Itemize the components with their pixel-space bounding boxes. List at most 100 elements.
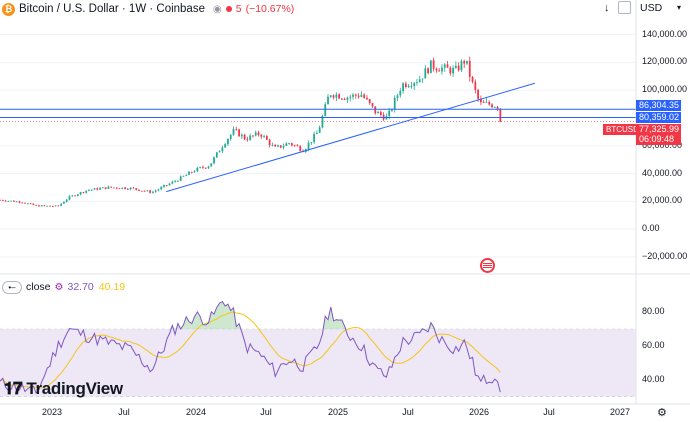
candle [235,129,238,130]
candle [488,101,491,105]
rsi-value: 32.70 [67,281,94,293]
candle [38,205,40,207]
candle [441,67,443,72]
candle [260,134,263,137]
candle [199,167,202,168]
candle [113,187,115,189]
candle [354,94,357,96]
eye-icon[interactable]: ◉ [212,3,222,15]
indicator-name[interactable]: close [26,281,51,293]
rsi-line [0,301,501,394]
time-axis[interactable]: 2023 Jul 2024 Jul 2025 Jul 2026 Jul 2027 [0,404,636,422]
candle [491,104,493,108]
candle [493,107,496,108]
candle [190,171,193,173]
candle [499,109,502,122]
candle [157,189,160,191]
candle [0,199,1,201]
candle [71,195,74,197]
candle [224,144,227,148]
candle [96,188,99,190]
candle [26,203,29,205]
candle [279,145,282,148]
candle [391,109,393,111]
candle [63,201,65,204]
rsi-ma-line [0,311,501,389]
candle [460,61,463,71]
candle [40,205,43,207]
candle [388,110,391,117]
candle [165,185,168,186]
candle [107,186,110,189]
candle [310,141,313,143]
candle [285,143,288,146]
candle [177,180,179,182]
candles [0,56,502,207]
countdown-tag: 06:09:48 [636,134,681,145]
candle [418,79,421,83]
candle [4,200,7,202]
candle [371,103,374,107]
candle [46,205,49,207]
candle [126,188,129,190]
candle [51,206,54,207]
time-label: Jul [402,407,414,417]
tradingview-logo[interactable]: 𝟏𝟕 TradingView [4,379,123,399]
currency-label[interactable]: USD [640,2,663,14]
settings-gear-icon[interactable]: ⚙ [657,407,667,419]
candle [466,60,468,64]
bitcoin-icon: ₿ [2,2,15,16]
candle [121,187,124,189]
candle [252,135,254,137]
candle [243,134,246,140]
indicator-settings-icon[interactable]: ⚙ [54,281,64,293]
arrow-down-icon[interactable]: ↓ [604,2,610,14]
candle [263,136,265,137]
candle [49,205,51,207]
level-2-tag: 80,359.02 [636,112,681,123]
candle [277,145,279,147]
candle [321,116,324,128]
fullscreen-icon[interactable] [618,1,631,14]
candle [163,185,165,188]
candle [352,94,354,97]
candle [393,97,396,110]
symbol-title[interactable]: Bitcoin / U.S. Dollar · 1W · Coinbase [19,3,205,15]
candle [101,187,104,189]
price-axis-label: 40,000.00 [642,167,683,178]
candle [296,145,299,147]
candle [496,107,499,110]
candle [396,95,399,98]
candle [85,190,88,193]
candle [313,134,316,142]
candle [35,204,38,206]
candle [366,97,368,100]
candle [479,98,482,103]
candle [427,68,429,74]
candle [188,171,190,175]
price-axis-label: 0.00 [642,223,660,234]
candle [88,190,90,191]
candle [257,132,260,135]
candle [452,67,454,74]
horizontal-levels[interactable] [0,108,636,123]
chevron-down-icon[interactable]: ▾ [677,3,682,12]
us-flag-icon[interactable] [480,258,495,273]
candle [229,134,232,140]
candle [168,183,171,186]
rsi-axis-label: 40.00 [642,373,665,384]
candle [290,143,293,146]
candle [210,163,213,167]
trend-line[interactable] [166,82,535,193]
candle [446,64,449,68]
time-label: 2023 [41,407,63,417]
candle [182,175,185,177]
candle [207,166,210,169]
candle [146,190,149,192]
candle [457,65,460,71]
candle [327,96,329,105]
candle [143,190,146,192]
logo-text: TradingView [26,379,123,398]
collapse-toggle-icon[interactable]: •– [2,280,22,294]
